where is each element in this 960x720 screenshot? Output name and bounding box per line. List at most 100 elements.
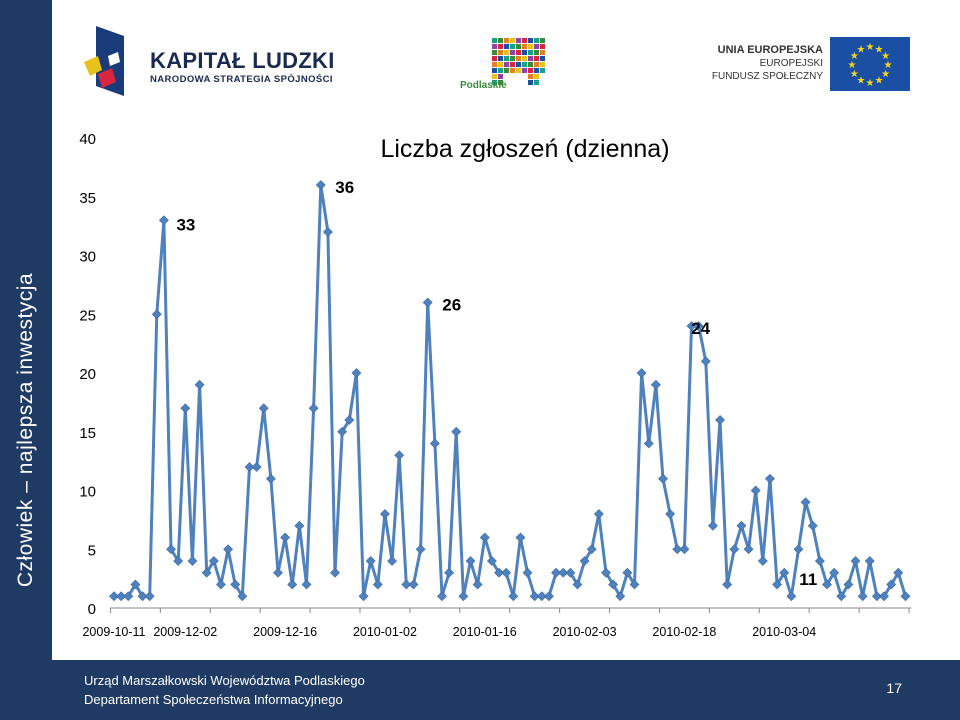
x-tick-label: 2010-01-02: [353, 625, 417, 639]
data-point: [636, 368, 647, 378]
bison-tile: [504, 68, 509, 73]
bison-tile: [510, 50, 515, 55]
bison-tile: [498, 80, 503, 85]
data-point: [529, 591, 540, 602]
data-point: [294, 520, 305, 531]
data-point: [814, 556, 825, 566]
bison-tile: [492, 74, 497, 79]
data-point: [615, 591, 626, 602]
bison-tile: [492, 50, 497, 55]
x-tick-label: 2010-02-18: [652, 625, 716, 639]
data-point: [315, 180, 326, 190]
bison-tile: [510, 62, 515, 67]
data-point: [123, 591, 134, 602]
bison-tile: [504, 44, 509, 49]
data-point: [558, 567, 569, 578]
data-point: [829, 567, 840, 578]
bison-tile: [516, 38, 521, 43]
bison-tile: [534, 44, 539, 49]
data-point: [194, 379, 205, 390]
bison-tile: [516, 44, 521, 49]
bison-tile: [516, 68, 521, 73]
bison-tile: [504, 56, 509, 61]
x-tick-label: 2009-12-16: [253, 625, 317, 639]
data-label: 24: [691, 319, 710, 338]
data-point: [579, 556, 590, 566]
data-point: [258, 403, 269, 414]
data-point: [244, 462, 255, 472]
eu-star-icon: ★: [857, 76, 866, 87]
data-point: [486, 556, 497, 566]
series-line: [114, 183, 907, 598]
eu-star-icon: ★: [881, 69, 890, 80]
data-label: 33: [176, 215, 195, 234]
y-tick-label: 40: [79, 131, 96, 148]
bison-tile: [492, 38, 497, 43]
data-point: [508, 591, 519, 602]
line-chart: Liczba zgłoszeń (dzienna) 0 5 10 15 20 25 30 35…: [79, 131, 912, 639]
bison-tile: [522, 44, 527, 49]
data-point: [608, 579, 619, 590]
data-point: [822, 579, 832, 590]
chart-axes: 0 5 10 15 20 25 30 35 40 2009-10-11 2009-12-02 2009…: [79, 131, 912, 639]
data-point: [380, 509, 390, 519]
podlaskie-label: Podlaskie: [460, 80, 507, 91]
data-point: [237, 591, 248, 602]
data-label: 26: [442, 296, 461, 315]
data-point: [180, 403, 191, 414]
x-tick-label: 2010-01-16: [453, 625, 517, 639]
data-point: [893, 567, 904, 578]
data-point: [750, 485, 761, 496]
bison-tile: [528, 38, 533, 43]
data-point: [265, 473, 276, 484]
data-point: [622, 567, 633, 578]
x-tick-label: 2009-10-11: [82, 625, 145, 639]
x-tick-label: 2010-02-03: [553, 625, 617, 639]
y-tick-label: 25: [79, 307, 96, 324]
y-tick-label: 5: [88, 542, 96, 559]
bison-tile: [516, 62, 521, 67]
data-point: [330, 567, 340, 578]
data-point: [223, 544, 234, 555]
x-tick-label: 2009-12-02: [153, 625, 217, 639]
x-tick-label: 2010-03-04: [752, 625, 816, 639]
data-point: [572, 579, 583, 590]
bison-tile: [522, 62, 527, 67]
bison-tile: [540, 62, 545, 67]
ue-line2: EUROPEJSKI: [759, 58, 823, 69]
data-point: [287, 579, 298, 590]
footer-department: Departament Społeczeństwa Informacyjnego: [84, 692, 343, 707]
data-point: [679, 544, 690, 555]
eu-star-icon: ★: [884, 60, 893, 71]
bison-tile: [534, 68, 539, 73]
data-point: [494, 567, 504, 578]
data-point: [451, 426, 462, 437]
bison-tile: [510, 68, 515, 73]
data-point: [208, 556, 219, 566]
data-point: [871, 591, 882, 602]
data-point: [158, 215, 169, 226]
data-point: [765, 473, 775, 484]
bison-tile: [534, 74, 539, 79]
data-point: [365, 556, 376, 566]
bison-tile: [534, 80, 539, 85]
data-point: [551, 567, 561, 578]
data-point: [401, 579, 412, 590]
data-point: [280, 532, 291, 543]
data-point: [109, 591, 119, 602]
data-point: [900, 591, 911, 602]
bison-tile: [498, 44, 503, 49]
data-point: [187, 556, 198, 566]
eu-star-icon: ★: [848, 60, 857, 71]
data-point: [536, 591, 547, 602]
bison-tile: [492, 68, 497, 73]
bison-tile: [540, 44, 545, 49]
footer-band: [0, 660, 960, 720]
data-point: [772, 579, 783, 590]
data-point: [308, 403, 319, 414]
chart-series: [109, 180, 911, 602]
data-point: [743, 544, 754, 555]
data-point: [173, 556, 184, 566]
bison-tile: [492, 62, 497, 67]
footer-institution: Urząd Marszałkowski Województwa Podlaski…: [84, 673, 365, 688]
